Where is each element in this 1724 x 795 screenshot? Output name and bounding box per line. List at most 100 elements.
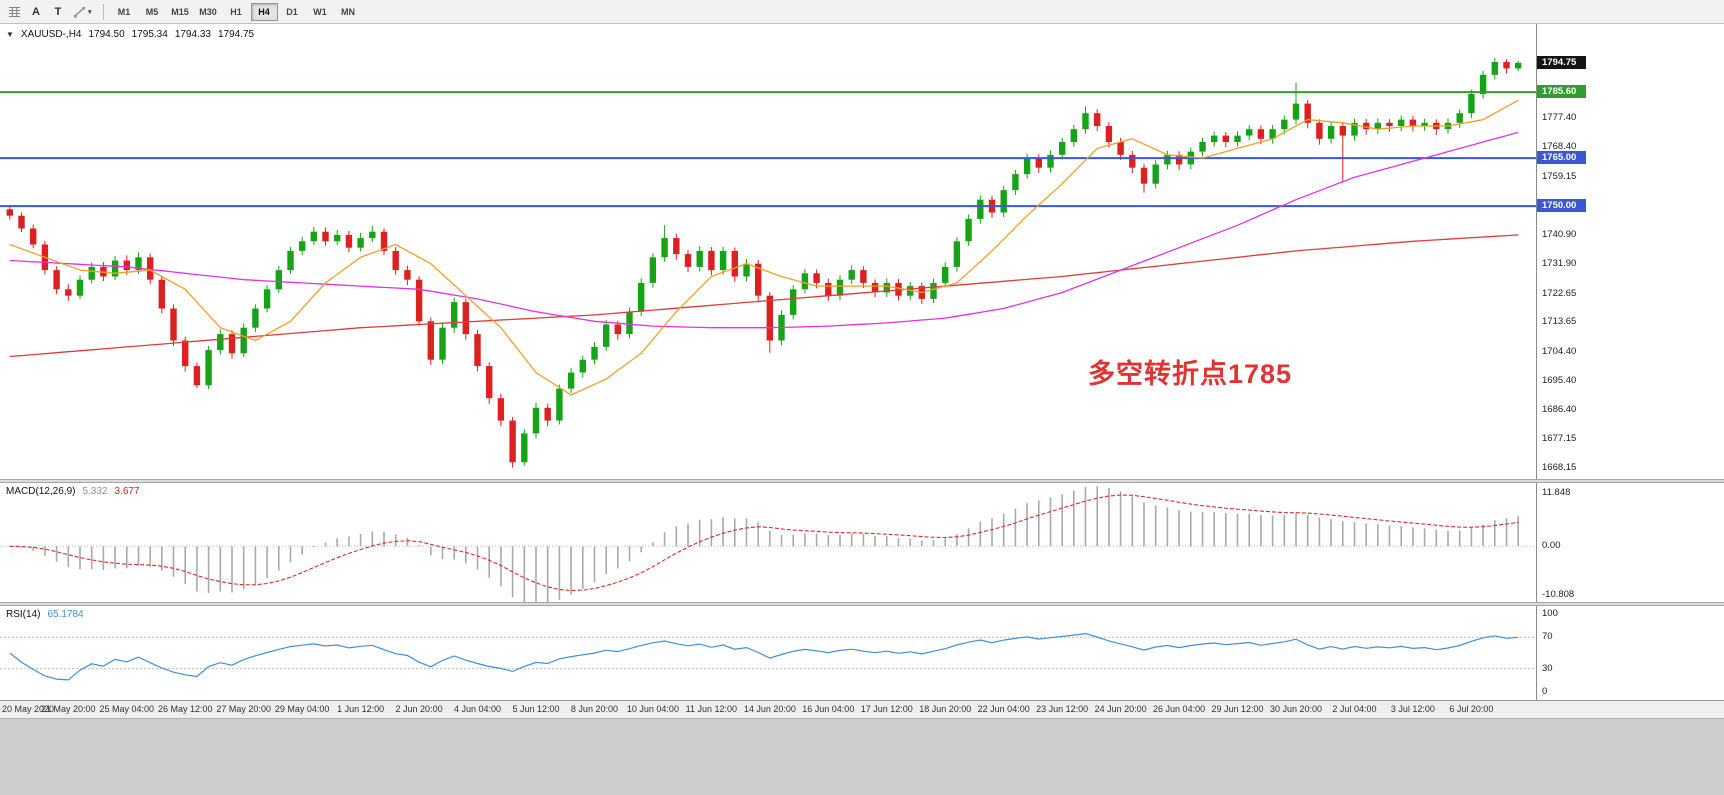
price-axis-label: 1768.40 bbox=[1542, 141, 1577, 153]
collapse-triangle-icon[interactable]: ▼ bbox=[6, 30, 14, 39]
time-axis-label: 10 Jun 04:00 bbox=[626, 704, 679, 714]
indicator-axis-label: 30 bbox=[1542, 662, 1553, 674]
time-axis-label: 5 Jun 12:00 bbox=[512, 704, 560, 714]
price-axis[interactable]: 1777.40 1768.40 1759.15 1740.90 1731.90 1722.… bbox=[1536, 24, 1724, 479]
price-axis-label: 1686.40 bbox=[1542, 403, 1577, 415]
bottom-empty-area bbox=[0, 718, 1724, 795]
price-axis-label: 1695.40 bbox=[1542, 374, 1577, 386]
grid-icon bbox=[8, 6, 20, 17]
price-axis-label: 1722.65 bbox=[1542, 287, 1577, 299]
symbol-timeframe-label: XAUUSD-,H4 bbox=[20, 29, 82, 40]
rsi-value: 65.1784 bbox=[47, 609, 84, 620]
time-axis-label: 26 Jun 04:00 bbox=[1153, 704, 1206, 714]
time-axis-label: 25 May 04:00 bbox=[99, 704, 155, 714]
price-tag: 1765.00 bbox=[1537, 151, 1586, 165]
ma-slow-line bbox=[9, 234, 1519, 358]
timeframe-m5-button[interactable]: M5 bbox=[139, 3, 166, 21]
timeframe-h1-button[interactable]: H1 bbox=[223, 3, 250, 21]
price-axis-label: 1777.40 bbox=[1542, 112, 1577, 124]
time-axis-label: 1 Jun 12:00 bbox=[337, 704, 385, 714]
timeframe-mn-button[interactable]: MN bbox=[335, 3, 362, 21]
panel-splitter[interactable] bbox=[0, 479, 1724, 483]
dropdown-caret-icon: ▾ bbox=[88, 8, 92, 16]
price-axis-label: 1740.90 bbox=[1542, 229, 1577, 241]
chart-grid-tool-button[interactable] bbox=[3, 2, 25, 22]
indicator-axis-label: 0.00 bbox=[1542, 540, 1561, 552]
macd-panel: MACD(12,26,9) 5.332 3.677 11.848 0.00 -10.… bbox=[0, 483, 1724, 602]
ohlc-open-value: 1794.50 bbox=[88, 29, 125, 40]
price-axis-label: 1731.90 bbox=[1542, 258, 1577, 270]
time-axis-label: 18 Jun 20:00 bbox=[919, 704, 972, 714]
chart-annotation-text[interactable]: 多空转折点1785 bbox=[1088, 359, 1293, 389]
price-tag: 1785.60 bbox=[1537, 85, 1586, 99]
time-axis-label: 11 Jun 12:00 bbox=[685, 704, 738, 714]
candlesticks bbox=[6, 57, 1522, 468]
shapes-dropdown-button[interactable]: ▾ bbox=[69, 2, 96, 22]
rsi-plot[interactable]: RSI(14) 65.1784 bbox=[0, 606, 1536, 700]
ma-fast-line bbox=[9, 99, 1519, 396]
rsi-axis[interactable]: 100 70 30 0 bbox=[1536, 606, 1724, 700]
ohlc-low-value: 1794.33 bbox=[174, 29, 211, 40]
price-tag: 1750.00 bbox=[1537, 199, 1586, 213]
text-tool-a-button[interactable]: A bbox=[25, 2, 47, 22]
time-axis-label: 21 May 20:00 bbox=[41, 704, 96, 714]
ohlc-high-value: 1795.34 bbox=[131, 29, 168, 40]
macd-histogram bbox=[20, 486, 1519, 602]
time-axis-label: 16 Jun 04:00 bbox=[802, 704, 855, 714]
time-axis-label: 30 Jun 20:00 bbox=[1269, 704, 1323, 714]
line-tool-icon bbox=[74, 6, 85, 17]
time-axis-label: 3 Jul 12:00 bbox=[1390, 704, 1435, 714]
time-axis-label: 29 Jun 12:00 bbox=[1211, 704, 1264, 714]
indicator-axis-label: 100 bbox=[1542, 608, 1558, 619]
timeframe-m1-button[interactable]: M1 bbox=[111, 3, 138, 21]
time-axis-label: 26 May 12:00 bbox=[157, 704, 213, 714]
rsi-line bbox=[9, 632, 1519, 681]
time-axis-label: 29 May 04:00 bbox=[274, 704, 330, 714]
timeframe-w1-button[interactable]: W1 bbox=[307, 3, 334, 21]
time-axis-label: 22 Jun 04:00 bbox=[977, 704, 1030, 714]
panel-splitter[interactable] bbox=[0, 602, 1724, 606]
macd-name: MACD(12,26,9) bbox=[6, 486, 76, 497]
time-axis-label: 27 May 20:00 bbox=[216, 704, 271, 714]
time-axis-label: 4 Jun 04:00 bbox=[454, 704, 502, 714]
macd-axis[interactable]: 11.848 0.00 -10.808 bbox=[1536, 483, 1724, 602]
chart-symbol-header: ▼ XAUUSD-,H4 1794.50 1795.34 1794.33 179… bbox=[6, 29, 254, 40]
main-chart-panel: ▼ XAUUSD-,H4 1794.50 1795.34 1794.33 179… bbox=[0, 24, 1724, 479]
timeframe-m30-button[interactable]: M30 bbox=[195, 3, 222, 21]
rsi-label: RSI(14) 65.1784 bbox=[6, 609, 84, 620]
ma-mid-line bbox=[9, 131, 1519, 329]
toolbar: A T ▾ M1 M5 M15 M30 H1 H4 D1 W1 MN bbox=[0, 0, 1724, 24]
time-axis-label: 14 Jun 20:00 bbox=[743, 704, 796, 714]
text-tool-t-button[interactable]: T bbox=[47, 2, 69, 22]
price-axis-label: 1704.40 bbox=[1542, 346, 1577, 358]
timeframe-bar: M1 M5 M15 M30 H1 H4 D1 W1 MN bbox=[111, 2, 362, 21]
macd-label: MACD(12,26,9) 5.332 3.677 bbox=[6, 486, 140, 497]
price-tag: 1794.75 bbox=[1537, 55, 1586, 69]
macd-plot[interactable]: MACD(12,26,9) 5.332 3.677 bbox=[0, 483, 1536, 602]
toolbar-separator bbox=[102, 3, 104, 20]
time-axis[interactable]: 20 May 2020 21 May 20:00 25 May 04:00 26 Ma… bbox=[0, 700, 1724, 718]
indicator-axis-label: 11.848 bbox=[1542, 487, 1571, 498]
ohlc-close-value: 1794.75 bbox=[217, 29, 255, 40]
price-axis-label: 1677.15 bbox=[1542, 433, 1577, 445]
price-axis-label: 1668.15 bbox=[1542, 462, 1577, 474]
indicator-axis-label: 70 bbox=[1542, 631, 1553, 643]
time-axis-label: 2 Jun 20:00 bbox=[395, 704, 443, 714]
price-axis-label: 1713.65 bbox=[1542, 316, 1577, 328]
rsi-panel: RSI(14) 65.1784 100 70 30 0 bbox=[0, 606, 1724, 700]
macd-signal-value: 3.677 bbox=[114, 486, 140, 497]
indicator-axis-label: 0 bbox=[1542, 686, 1548, 697]
price-axis-label: 1759.15 bbox=[1542, 170, 1577, 182]
main-chart-plot[interactable]: ▼ XAUUSD-,H4 1794.50 1795.34 1794.33 179… bbox=[0, 24, 1536, 479]
time-axis-label: 24 Jun 20:00 bbox=[1094, 704, 1147, 714]
time-axis-label: 2 Jul 04:00 bbox=[1332, 704, 1377, 714]
timeframe-m15-button[interactable]: M15 bbox=[167, 3, 194, 21]
time-axis-label: 20 May 2020 bbox=[2, 704, 55, 714]
time-axis-label: 6 Jul 20:00 bbox=[1449, 704, 1494, 714]
time-axis-label: 23 Jun 12:00 bbox=[1036, 704, 1089, 714]
timeframe-d1-button[interactable]: D1 bbox=[279, 3, 306, 21]
timeframe-h4-button[interactable]: H4 bbox=[250, 2, 278, 21]
indicator-axis-label: -10.808 bbox=[1542, 589, 1575, 600]
time-axis-label: 8 Jun 20:00 bbox=[570, 704, 618, 714]
